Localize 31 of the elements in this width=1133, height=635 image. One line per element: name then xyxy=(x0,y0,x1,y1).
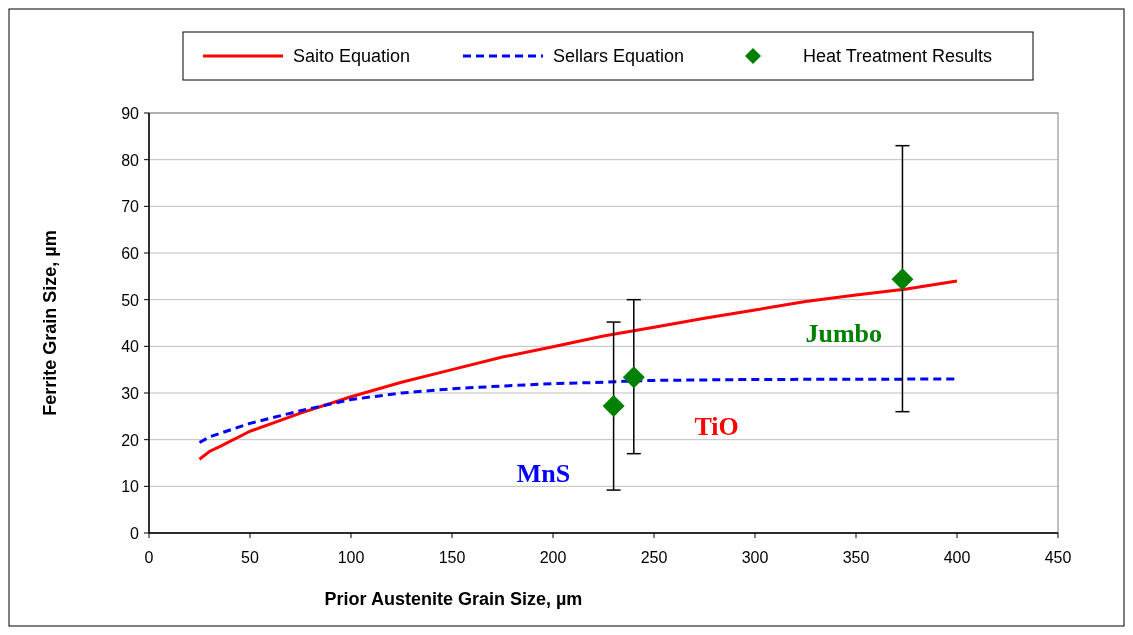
annotation: Jumbo xyxy=(805,318,883,348)
legend-label: Sellars Equation xyxy=(553,46,685,66)
x-tick-label: 150 xyxy=(438,549,466,566)
x-tick-label: 200 xyxy=(539,549,567,566)
x-tick-label: 350 xyxy=(842,549,870,566)
y-tick-label: 70 xyxy=(121,198,140,216)
y-tick-label: 90 xyxy=(121,105,140,122)
x-axis-title: Prior Austenite Grain Size, µm xyxy=(324,589,583,609)
legend-label: Saito Equation xyxy=(293,46,411,66)
point xyxy=(622,366,645,389)
x-tick-label: 50 xyxy=(241,549,259,566)
y-tick-label: 0 xyxy=(130,525,140,542)
y-tick-label: 10 xyxy=(121,478,140,496)
x-tick-label: 0 xyxy=(144,549,154,566)
point xyxy=(891,268,914,291)
legend-label: Heat Treatment Results xyxy=(803,46,993,66)
y-tick-label: 80 xyxy=(121,151,140,169)
y-tick-label: 20 xyxy=(121,431,140,449)
y-axis-title: Ferrite Grain Size, µm xyxy=(40,230,60,416)
x-tick-label: 400 xyxy=(943,549,971,566)
y-tick-label: 50 xyxy=(121,291,140,309)
y-tick-label: 40 xyxy=(121,338,140,356)
x-tick-label: 450 xyxy=(1044,549,1072,566)
x-tick-label: 300 xyxy=(741,549,769,566)
x-tick-label: 250 xyxy=(640,549,668,566)
annotation: TiO xyxy=(694,412,739,441)
y-tick-label: 60 xyxy=(121,245,140,262)
y-tick-label: 30 xyxy=(121,385,140,402)
point xyxy=(602,395,625,418)
x-tick-label: 100 xyxy=(337,549,365,566)
annotation: MnS xyxy=(516,458,571,488)
